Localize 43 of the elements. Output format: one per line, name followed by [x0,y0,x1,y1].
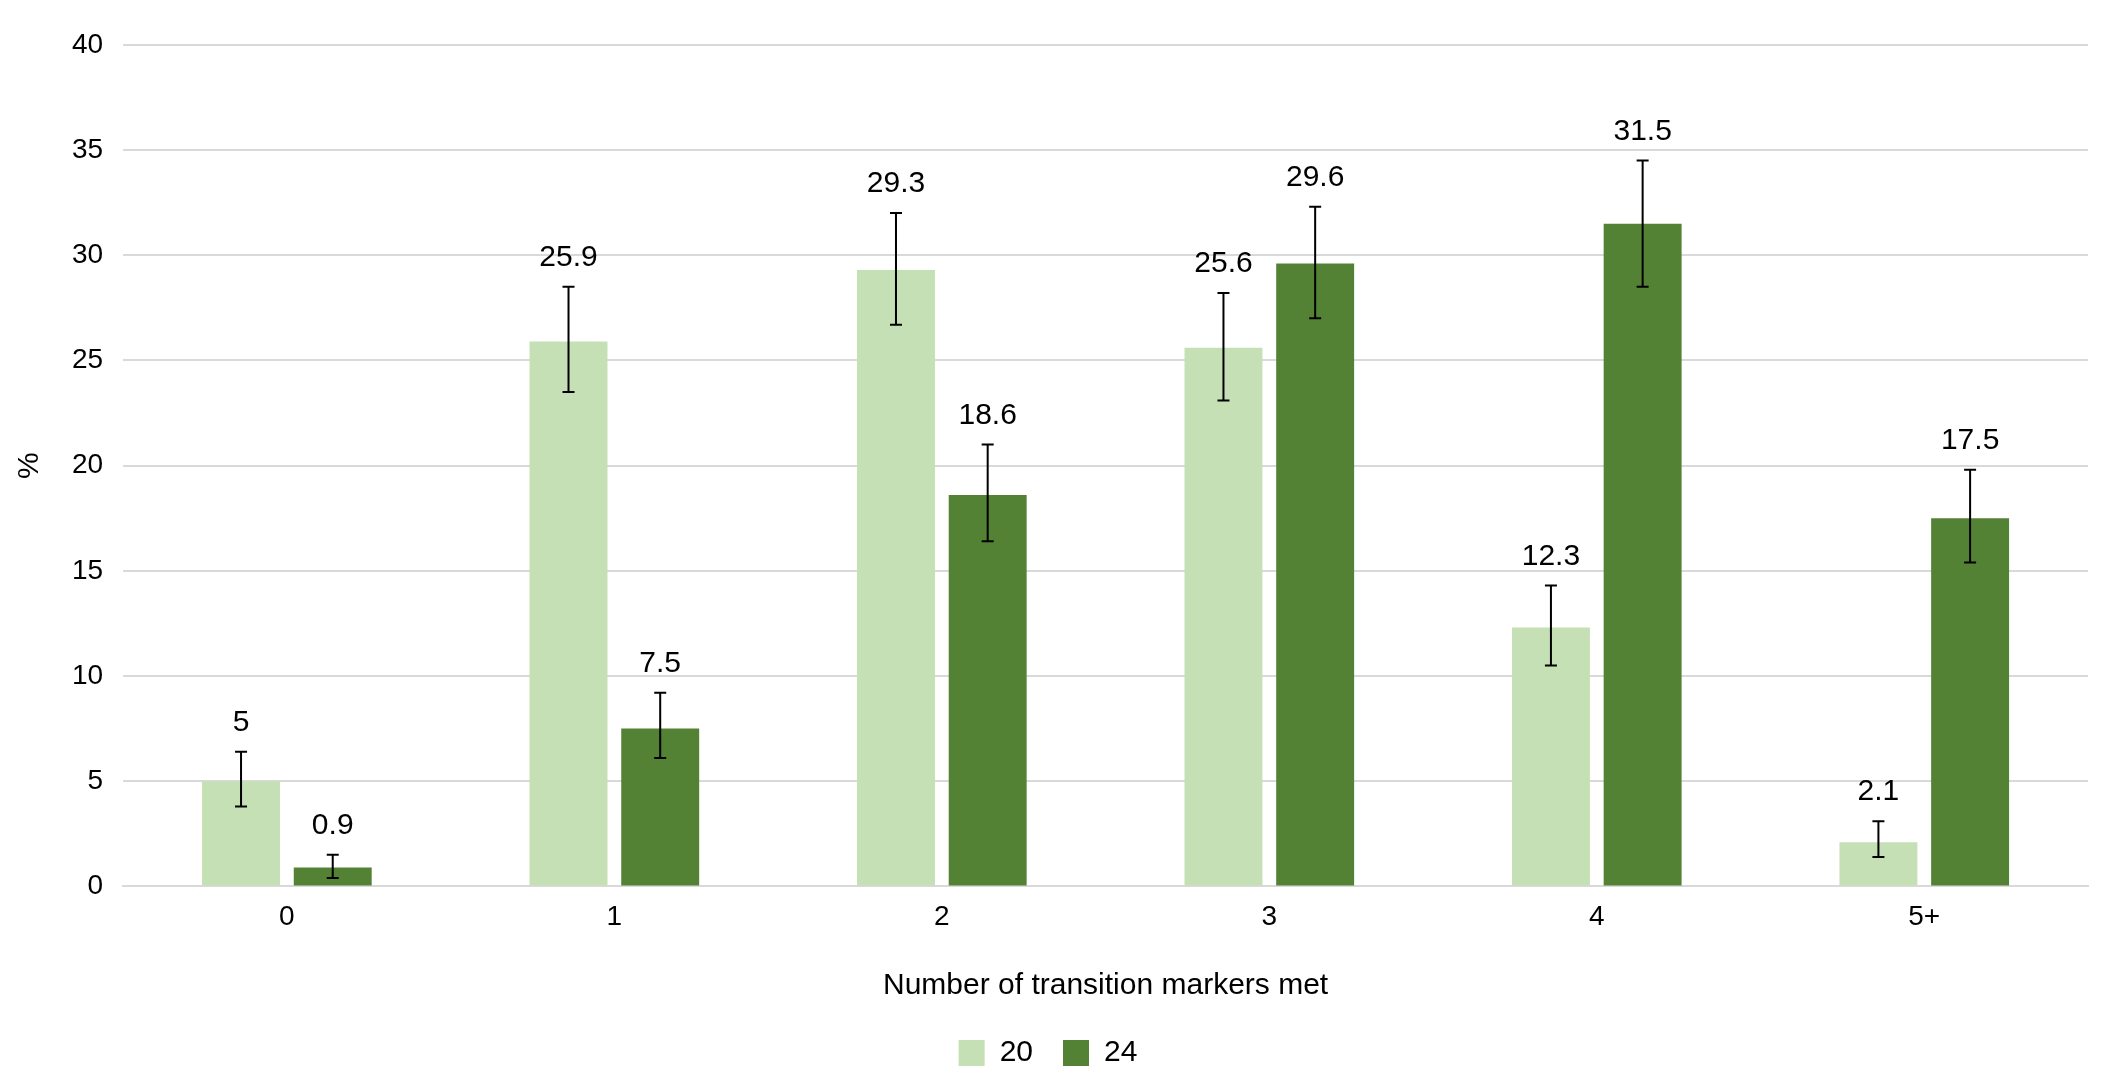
x-tick-label: 4 [1589,899,1605,931]
y-tick-label: 25 [71,343,104,375]
data-label: 25.6 [1194,245,1253,279]
y-tick-label: 10 [71,658,104,690]
data-label: 7.5 [639,645,682,679]
data-label: 17.5 [1940,422,2000,456]
data-label: 29.3 [866,165,926,199]
legend-label: 24 [1104,1034,1138,1068]
x-tick-label: 5+ [1908,899,1941,931]
x-axis-title: Number of transition markers met [883,967,1329,1001]
legend-label: 20 [999,1034,1034,1068]
bar [1931,518,2010,886]
x-tick-label: 1 [606,899,623,931]
bar [1511,627,1590,886]
bar [1184,347,1263,886]
bar [1839,842,1918,886]
data-label: 18.6 [958,396,1017,430]
x-tick-label: 3 [1261,899,1278,931]
x-tick-label: 2 [934,899,950,931]
data-label: 25.9 [539,239,598,273]
data-label: 2.1 [1857,773,1900,807]
data-label: 5 [232,704,250,738]
y-tick-label: 40 [71,27,104,59]
data-label: 29.6 [1285,159,1345,193]
bar [1603,223,1682,886]
y-tick-label: 0 [87,869,104,901]
bar [1276,263,1355,886]
y-tick-label: 30 [71,237,104,269]
bar [857,269,935,886]
y-tick-label: 35 [71,132,104,164]
bar [621,728,700,886]
data-label: 12.3 [1521,537,1581,571]
data-label: 31.5 [1613,112,1672,146]
data-label: 0.9 [311,807,354,841]
y-axis-title: % [11,452,45,479]
bar [948,495,1027,886]
bar [293,867,372,886]
y-tick-label: 20 [71,448,104,480]
x-tick-label: 0 [279,899,295,931]
y-tick-label: 5 [87,763,104,795]
bar [529,341,608,886]
y-tick-label: 15 [71,553,104,585]
bar [202,781,281,886]
